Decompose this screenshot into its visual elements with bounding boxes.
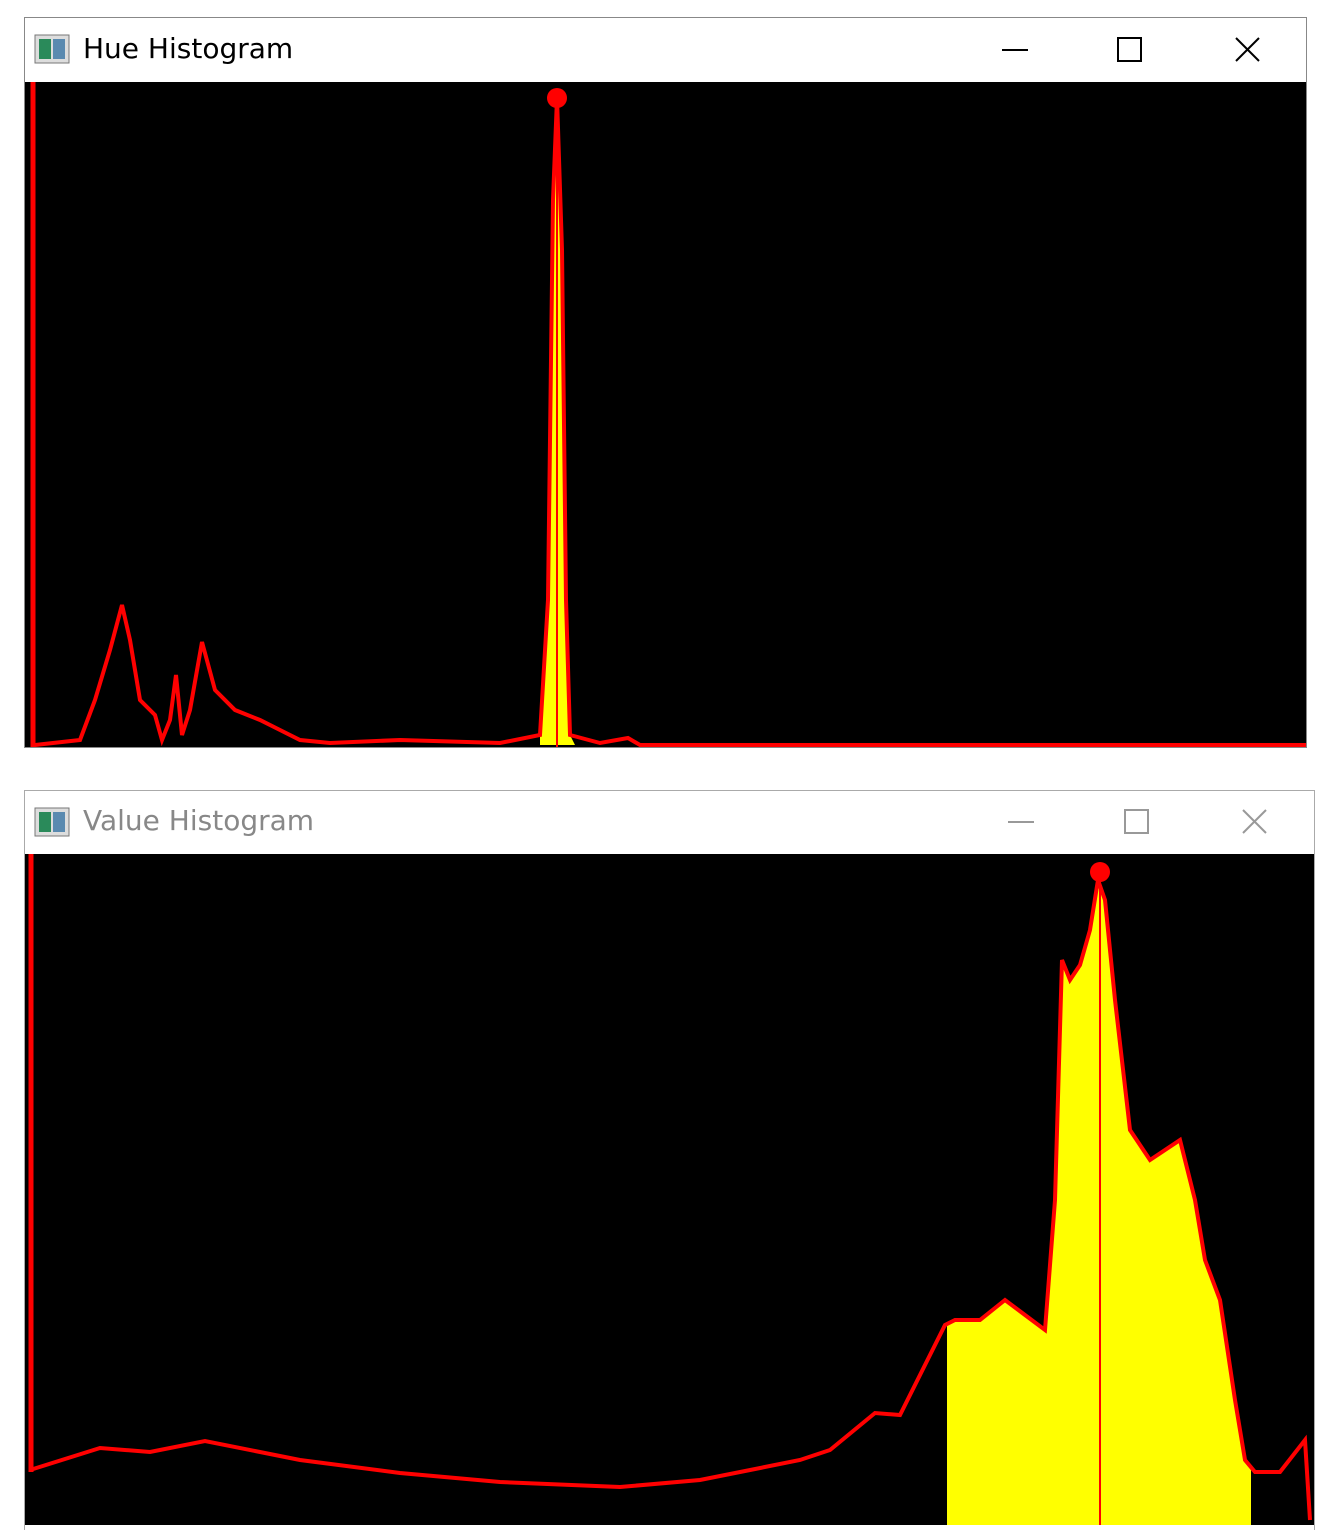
window-icon bbox=[34, 807, 70, 837]
window-title: Value Histogram bbox=[83, 804, 314, 837]
value-window: Value Histogram bbox=[24, 790, 1315, 1530]
close-button[interactable] bbox=[1235, 37, 1260, 62]
close-button[interactable] bbox=[1242, 809, 1267, 834]
peak-marker bbox=[1090, 862, 1110, 882]
histogram-canvas bbox=[25, 82, 1306, 747]
window-icon bbox=[34, 34, 70, 64]
window-title: Hue Histogram bbox=[83, 32, 293, 65]
maximize-button[interactable] bbox=[1124, 809, 1149, 834]
histogram-curve bbox=[29, 879, 1312, 1521]
hue-window: Hue Histogram bbox=[24, 17, 1307, 748]
maximize-button[interactable] bbox=[1117, 37, 1142, 62]
peak-marker bbox=[547, 88, 567, 108]
histogram-curve bbox=[34, 97, 1306, 747]
